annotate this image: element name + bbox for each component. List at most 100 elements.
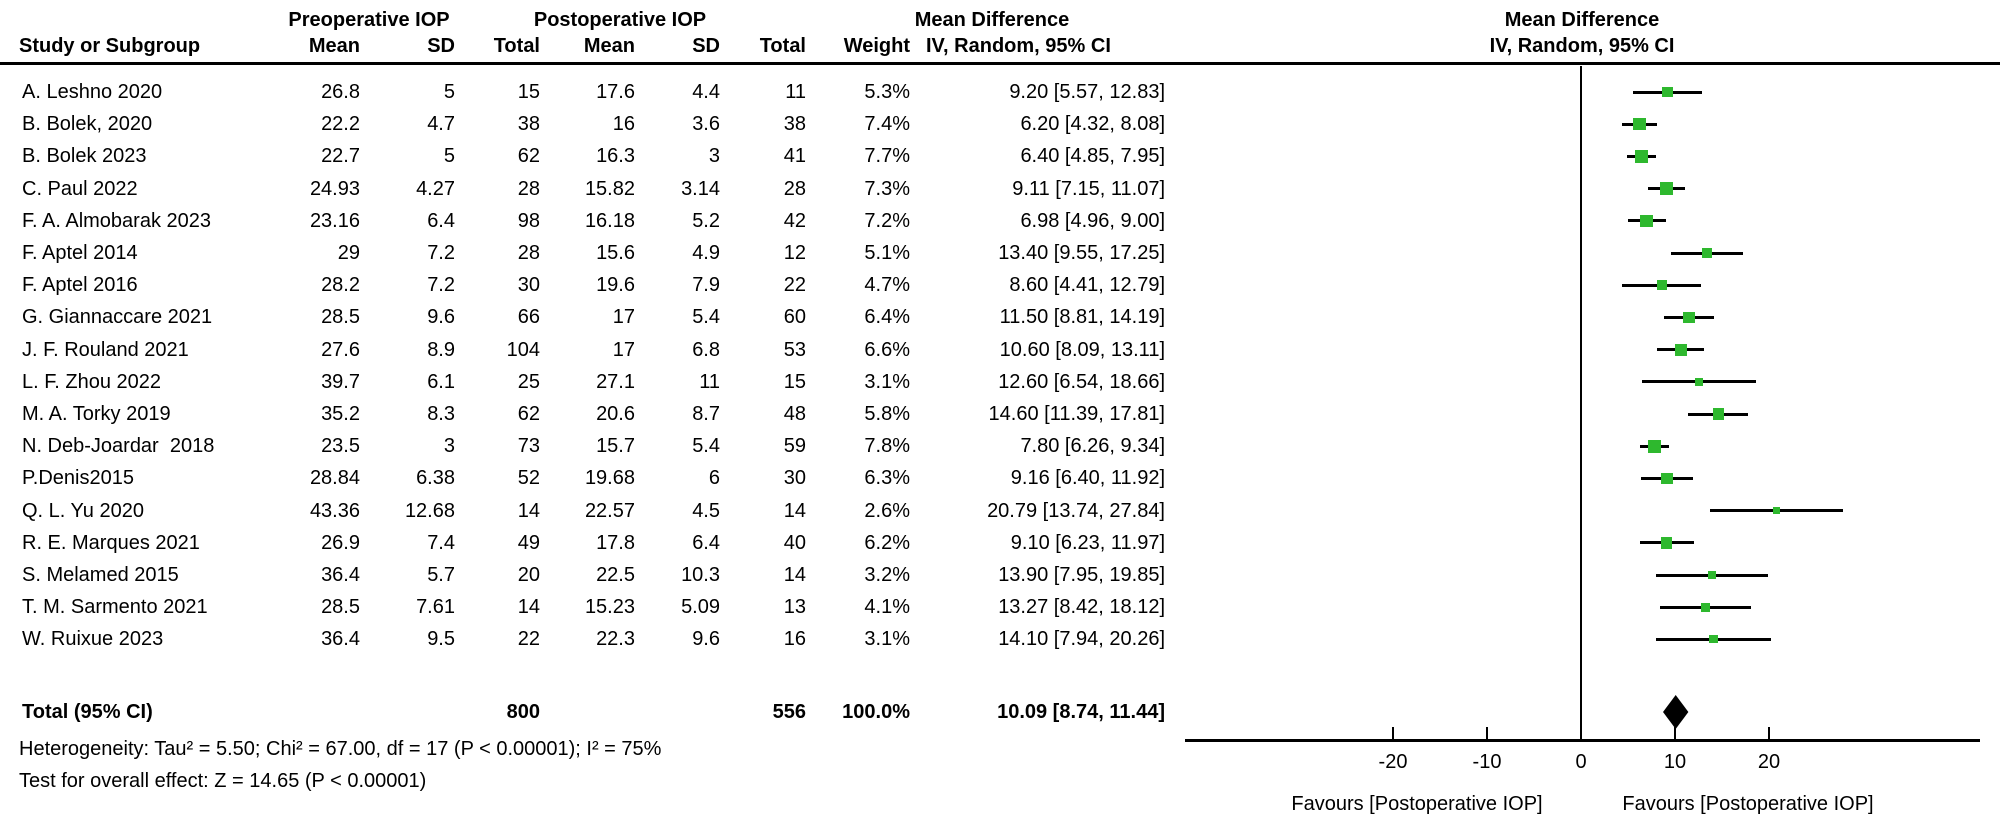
cell-pre-total: 14 [517, 596, 540, 619]
total-row: Total (95% CI) 800 556 100.0% 10.09 [8.7… [0, 696, 1200, 728]
column-header-ci-method-text: IV, Random, 95% CI [926, 35, 1111, 57]
effect-marker [1674, 343, 1687, 356]
cell-weight: 6.4% [864, 306, 910, 329]
cell-pre-sd: 4.27 [416, 177, 455, 200]
cell-pre-mean: 39.7 [321, 370, 360, 393]
cell-weight: 5.1% [864, 242, 910, 264]
cell-post-total: 30 [783, 467, 806, 490]
cell-ci-text: 14.10 [7.94, 20.26] [998, 628, 1165, 651]
cell-weight: 2.6% [864, 499, 910, 522]
cell-pre-total: 104 [506, 338, 540, 361]
cell-post-sd: 8.7 [692, 403, 720, 425]
cell-post-sd: 5.09 [681, 596, 720, 619]
study-name: F. Aptel 2016 [22, 274, 138, 297]
total-pre-n: 800 [506, 701, 540, 723]
total-ci-text: 10.09 [8.74, 11.44] [997, 701, 1165, 723]
cell-pre-mean: 28.2 [321, 274, 360, 297]
cell-post-sd: 3.6 [692, 113, 720, 136]
effect-marker [1656, 280, 1667, 291]
column-header-ci-method-plot: IV, Random, 95% CI [1489, 35, 1675, 57]
cell-post-mean: 20.6 [596, 403, 635, 425]
cell-weight: 6.6% [864, 338, 910, 361]
group-header-preoperative: Preoperative IOP [288, 9, 450, 31]
cell-pre-sd: 6.4 [427, 209, 455, 232]
cell-post-sd: 4.5 [692, 499, 720, 522]
cell-pre-sd: 7.4 [427, 531, 455, 554]
total-post-n: 556 [772, 701, 806, 723]
axis-tick [1486, 727, 1488, 740]
cell-post-mean: 22.57 [584, 499, 635, 522]
cell-post-mean: 22.5 [596, 564, 635, 586]
axis-tick-label: -20 [1378, 751, 1408, 773]
cell-weight: 3.1% [864, 628, 910, 651]
cell-weight: 5.8% [864, 403, 910, 425]
cell-post-mean: 27.1 [596, 370, 635, 393]
cell-ci-text: 6.98 [4.96, 9.00] [1020, 209, 1165, 232]
cell-pre-mean: 28.5 [321, 596, 360, 619]
axis-tick [1580, 727, 1582, 740]
cell-pre-sd: 5 [443, 145, 455, 168]
study-name: Q. L. Yu 2020 [22, 499, 144, 522]
cell-ci-text: 10.60 [8.09, 13.11] [999, 338, 1165, 361]
axis-tick-label: 10 [1663, 751, 1687, 773]
study-row: M. A. Torky 2019 35.2 8.3 62 20.6 8.7 48 5.8% 14… [0, 398, 1200, 430]
cell-ci-text: 7.80 [6.26, 9.34] [1020, 435, 1165, 458]
cell-pre-mean: 36.4 [321, 628, 360, 651]
column-header-post-mean: Mean [583, 35, 635, 57]
cell-pre-sd: 9.6 [427, 306, 455, 329]
cell-post-sd: 3 [708, 145, 720, 168]
axis-tick [1674, 727, 1676, 740]
cell-ci-text: 6.20 [4.32, 8.08] [1020, 113, 1165, 136]
cell-post-total: 13 [783, 596, 806, 619]
overall-effect-note: Test for overall effect: Z = 14.65 (P < … [19, 770, 427, 792]
cell-post-total: 28 [783, 177, 806, 200]
cell-ci-text: 12.60 [6.54, 18.66] [998, 370, 1165, 393]
column-header-mean-difference-text: Mean Difference [914, 9, 1070, 31]
effect-marker [1712, 408, 1724, 420]
cell-pre-mean: 26.9 [321, 531, 360, 554]
cell-ci-text: 6.40 [4.85, 7.95] [1020, 145, 1165, 168]
cell-weight: 7.4% [864, 113, 910, 136]
cell-pre-total: 98 [517, 209, 540, 232]
cell-weight: 7.3% [864, 177, 910, 200]
study-row: B. Bolek 2023 22.7 5 62 16.3 3 41 7.7% 6.40 [4.8… [0, 140, 1200, 172]
cell-pre-mean: 29 [337, 242, 360, 264]
cell-post-total: 48 [783, 403, 806, 425]
cell-pre-total: 62 [517, 403, 540, 425]
cell-pre-total: 52 [517, 467, 540, 490]
cell-pre-total: 20 [517, 564, 540, 586]
zero-line [1580, 66, 1582, 740]
study-row: A. Leshno 2020 26.8 5 15 17.6 4.4 11 5.3% 9.20 [… [0, 76, 1200, 108]
column-header-pre-mean: Mean [308, 35, 360, 57]
cell-post-mean: 17.8 [596, 531, 635, 554]
cell-pre-mean: 24.93 [309, 177, 360, 200]
cell-post-sd: 10.3 [681, 564, 720, 586]
cell-ci-text: 9.11 [7.15, 11.07] [1012, 177, 1165, 200]
cell-pre-total: 38 [517, 113, 540, 136]
column-header-study: Study or Subgroup [19, 35, 201, 57]
study-name: B. Bolek, 2020 [22, 113, 153, 136]
cell-post-total: 42 [783, 209, 806, 232]
x-axis-line [1185, 739, 1980, 742]
cell-ci-text: 9.20 [5.57, 12.83] [1009, 81, 1165, 103]
cell-ci-text: 8.60 [4.41, 12.79] [1009, 274, 1165, 297]
study-row: J. F. Rouland 2021 27.6 8.9 104 17 6.8 53 6.6% 1… [0, 334, 1200, 366]
effect-marker [1661, 472, 1673, 485]
cell-pre-total: 28 [517, 242, 540, 264]
cell-pre-total: 66 [517, 306, 540, 329]
cell-weight: 7.2% [864, 209, 910, 232]
cell-post-total: 53 [783, 338, 806, 361]
cell-pre-sd: 12.68 [404, 499, 455, 522]
cell-pre-total: 62 [517, 145, 540, 168]
study-row: F. Aptel 2016 28.2 7.2 30 19.6 7.9 22 4.7% 8.60 … [0, 269, 1200, 301]
effect-marker [1701, 602, 1711, 612]
cell-post-total: 14 [783, 564, 806, 586]
cell-post-mean: 17 [612, 338, 635, 361]
cell-pre-total: 30 [517, 274, 540, 297]
cell-pre-total: 22 [517, 628, 540, 651]
study-name: T. M. Sarmento 2021 [22, 596, 208, 619]
cell-post-total: 40 [783, 531, 806, 554]
study-row: T. M. Sarmento 2021 28.5 7.61 14 15.23 5.09 13… [0, 591, 1200, 623]
cell-weight: 3.1% [864, 370, 910, 393]
cell-post-total: 12 [783, 242, 806, 264]
